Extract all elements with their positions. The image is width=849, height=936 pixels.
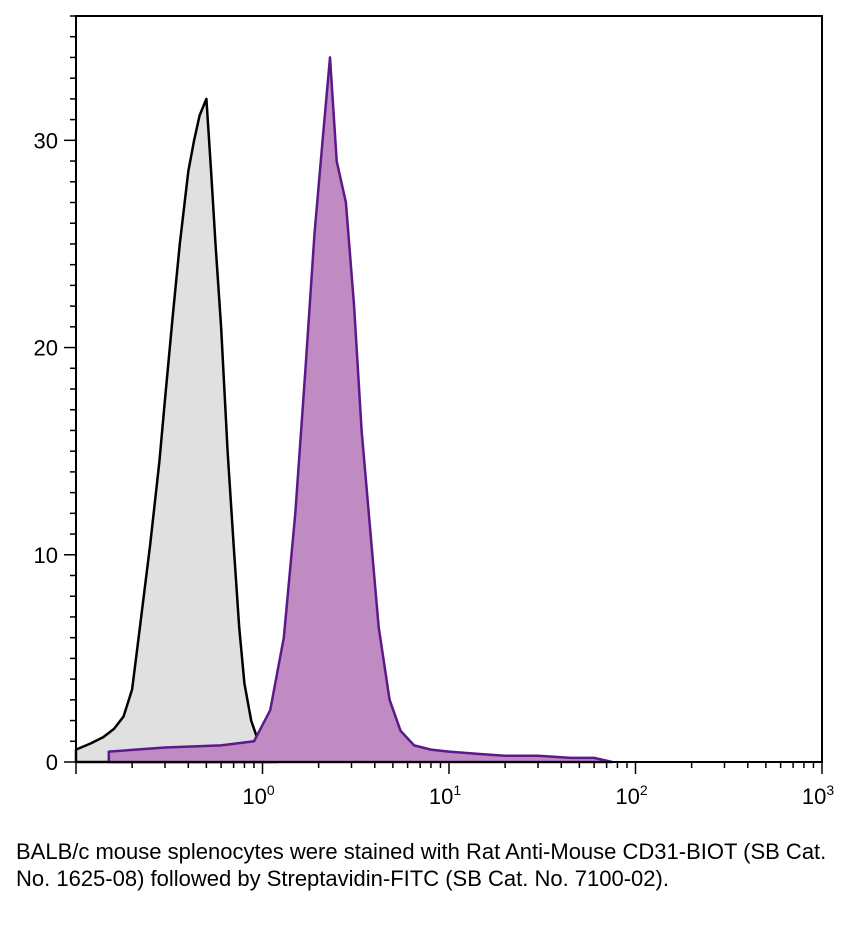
- figure-caption: BALB/c mouse splenocytes were stained wi…: [16, 839, 827, 891]
- histogram-series-1: [107, 56, 614, 764]
- x-tick-label: 100: [242, 782, 274, 809]
- y-tick-label: 10: [34, 543, 58, 568]
- x-tick-label: 103: [802, 782, 834, 809]
- histogram-chart: 0 10 20 30 100 101 102 103: [34, 15, 834, 809]
- histogram-series-0: [74, 97, 279, 764]
- x-tick-label: 101: [429, 782, 461, 809]
- x-axis: 100 101 102 103: [75, 762, 834, 809]
- y-tick-label: 20: [34, 336, 58, 361]
- series-layer: [74, 56, 614, 764]
- x-tick-label: 102: [615, 782, 647, 809]
- y-tick-label: 0: [46, 750, 58, 775]
- y-tick-label: 30: [34, 128, 58, 153]
- y-axis: 0 10 20 30: [34, 15, 76, 775]
